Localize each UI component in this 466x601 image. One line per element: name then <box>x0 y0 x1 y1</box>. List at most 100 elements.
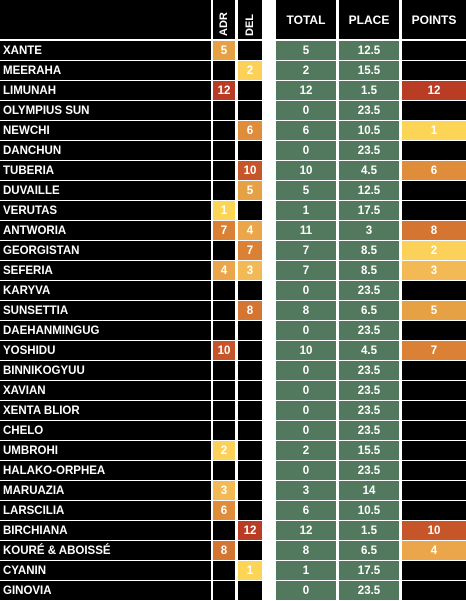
place-value: 4.5 <box>339 341 399 360</box>
adr-vote: 6 <box>213 501 235 520</box>
column-gap <box>262 261 276 280</box>
table-row: BINNIKOGYUU 0 23.5 <box>0 361 466 380</box>
adr-vote <box>213 141 235 160</box>
adr-vote <box>213 281 235 300</box>
place-value: 23.5 <box>339 281 399 300</box>
country-name: HALAKO-ORPHEA <box>0 461 211 480</box>
header-place: PLACE <box>339 0 399 39</box>
del-vote: 5 <box>238 181 262 200</box>
points-value: 4 <box>402 541 466 560</box>
place-value: 8.5 <box>339 241 399 260</box>
total-value: 0 <box>276 281 336 300</box>
adr-vote: 8 <box>213 541 235 560</box>
adr-vote <box>213 161 235 180</box>
place-value: 6.5 <box>339 541 399 560</box>
column-gap <box>262 161 276 180</box>
del-vote <box>238 401 262 420</box>
total-value: 2 <box>276 61 336 80</box>
column-gap <box>262 401 276 420</box>
total-value: 0 <box>276 401 336 420</box>
adr-vote: 10 <box>213 341 235 360</box>
header-total: TOTAL <box>276 0 336 39</box>
del-vote: 12 <box>238 521 262 540</box>
del-vote <box>238 141 262 160</box>
del-vote <box>238 281 262 300</box>
country-name: CYANIN <box>0 561 211 580</box>
country-name: BIRCHIANA <box>0 521 211 540</box>
table-row: BIRCHIANA 12 12 1.5 10 <box>0 521 466 540</box>
total-value: 12 <box>276 81 336 100</box>
column-gap <box>262 81 276 100</box>
country-name: XENTA BLIOR <box>0 401 211 420</box>
points-value <box>402 381 466 400</box>
points-value <box>402 101 466 120</box>
points-value: 12 <box>402 81 466 100</box>
table-row: LARSCILIA 6 6 10.5 <box>0 501 466 520</box>
del-vote: 2 <box>238 61 262 80</box>
points-value <box>402 561 466 580</box>
del-vote: 7 <box>238 241 262 260</box>
column-gap <box>262 241 276 260</box>
points-value: 10 <box>402 521 466 540</box>
country-name: CHELO <box>0 421 211 440</box>
table-row: DANCHUN 0 23.5 <box>0 141 466 160</box>
total-value: 10 <box>276 161 336 180</box>
column-gap <box>262 61 276 80</box>
total-value: 1 <box>276 561 336 580</box>
place-value: 15.5 <box>339 61 399 80</box>
table-row: VERUTAS 1 1 17.5 <box>0 201 466 220</box>
country-name: NEWCHI <box>0 121 211 140</box>
country-name: ANTWORIA <box>0 221 211 240</box>
table-row: SEFERIA 4 3 7 8.5 3 <box>0 261 466 280</box>
country-name: SUNSETTIA <box>0 301 211 320</box>
place-value: 4.5 <box>339 161 399 180</box>
place-value: 10.5 <box>339 121 399 140</box>
country-name: MARUAZIA <box>0 481 211 500</box>
table-row: MARUAZIA 3 3 14 <box>0 481 466 500</box>
column-gap <box>262 521 276 540</box>
country-name: VERUTAS <box>0 201 211 220</box>
place-value: 23.5 <box>339 361 399 380</box>
points-value <box>402 501 466 520</box>
del-vote <box>238 41 262 60</box>
place-value: 23.5 <box>339 401 399 420</box>
points-value <box>402 61 466 80</box>
place-value: 12.5 <box>339 181 399 200</box>
column-gap <box>262 481 276 500</box>
country-name: BINNIKOGYUU <box>0 361 211 380</box>
column-gap <box>262 281 276 300</box>
points-value: 1 <box>402 121 466 140</box>
points-value: 3 <box>402 261 466 280</box>
table-row: OLYMPIUS SUN 0 23.5 <box>0 101 466 120</box>
total-value: 2 <box>276 441 336 460</box>
adr-vote: 1 <box>213 201 235 220</box>
table-row: XENTA BLIOR 0 23.5 <box>0 401 466 420</box>
country-name: LARSCILIA <box>0 501 211 520</box>
del-vote <box>238 421 262 440</box>
table-row: ANTWORIA 7 4 11 3 8 <box>0 221 466 240</box>
header-points: POINTS <box>402 0 466 39</box>
column-gap <box>262 461 276 480</box>
table-row: DUVAILLE 5 5 12.5 <box>0 181 466 200</box>
table-row: GEORGISTAN 7 7 8.5 2 <box>0 241 466 260</box>
del-vote <box>238 501 262 520</box>
table-row: GINOVIA 0 23.5 <box>0 581 466 600</box>
column-gap <box>262 501 276 520</box>
total-value: 10 <box>276 341 336 360</box>
column-gap <box>262 201 276 220</box>
adr-vote <box>213 561 235 580</box>
total-value: 5 <box>276 41 336 60</box>
del-vote <box>238 361 262 380</box>
points-value: 8 <box>402 221 466 240</box>
column-gap <box>262 41 276 60</box>
total-value: 0 <box>276 101 336 120</box>
place-value: 1.5 <box>339 81 399 100</box>
del-vote <box>238 381 262 400</box>
column-gap <box>262 341 276 360</box>
table-row: HALAKO-ORPHEA 0 23.5 <box>0 461 466 480</box>
column-gap <box>262 441 276 460</box>
total-value: 0 <box>276 421 336 440</box>
column-gap <box>262 141 276 160</box>
total-value: 0 <box>276 381 336 400</box>
country-name: UMBROHI <box>0 441 211 460</box>
